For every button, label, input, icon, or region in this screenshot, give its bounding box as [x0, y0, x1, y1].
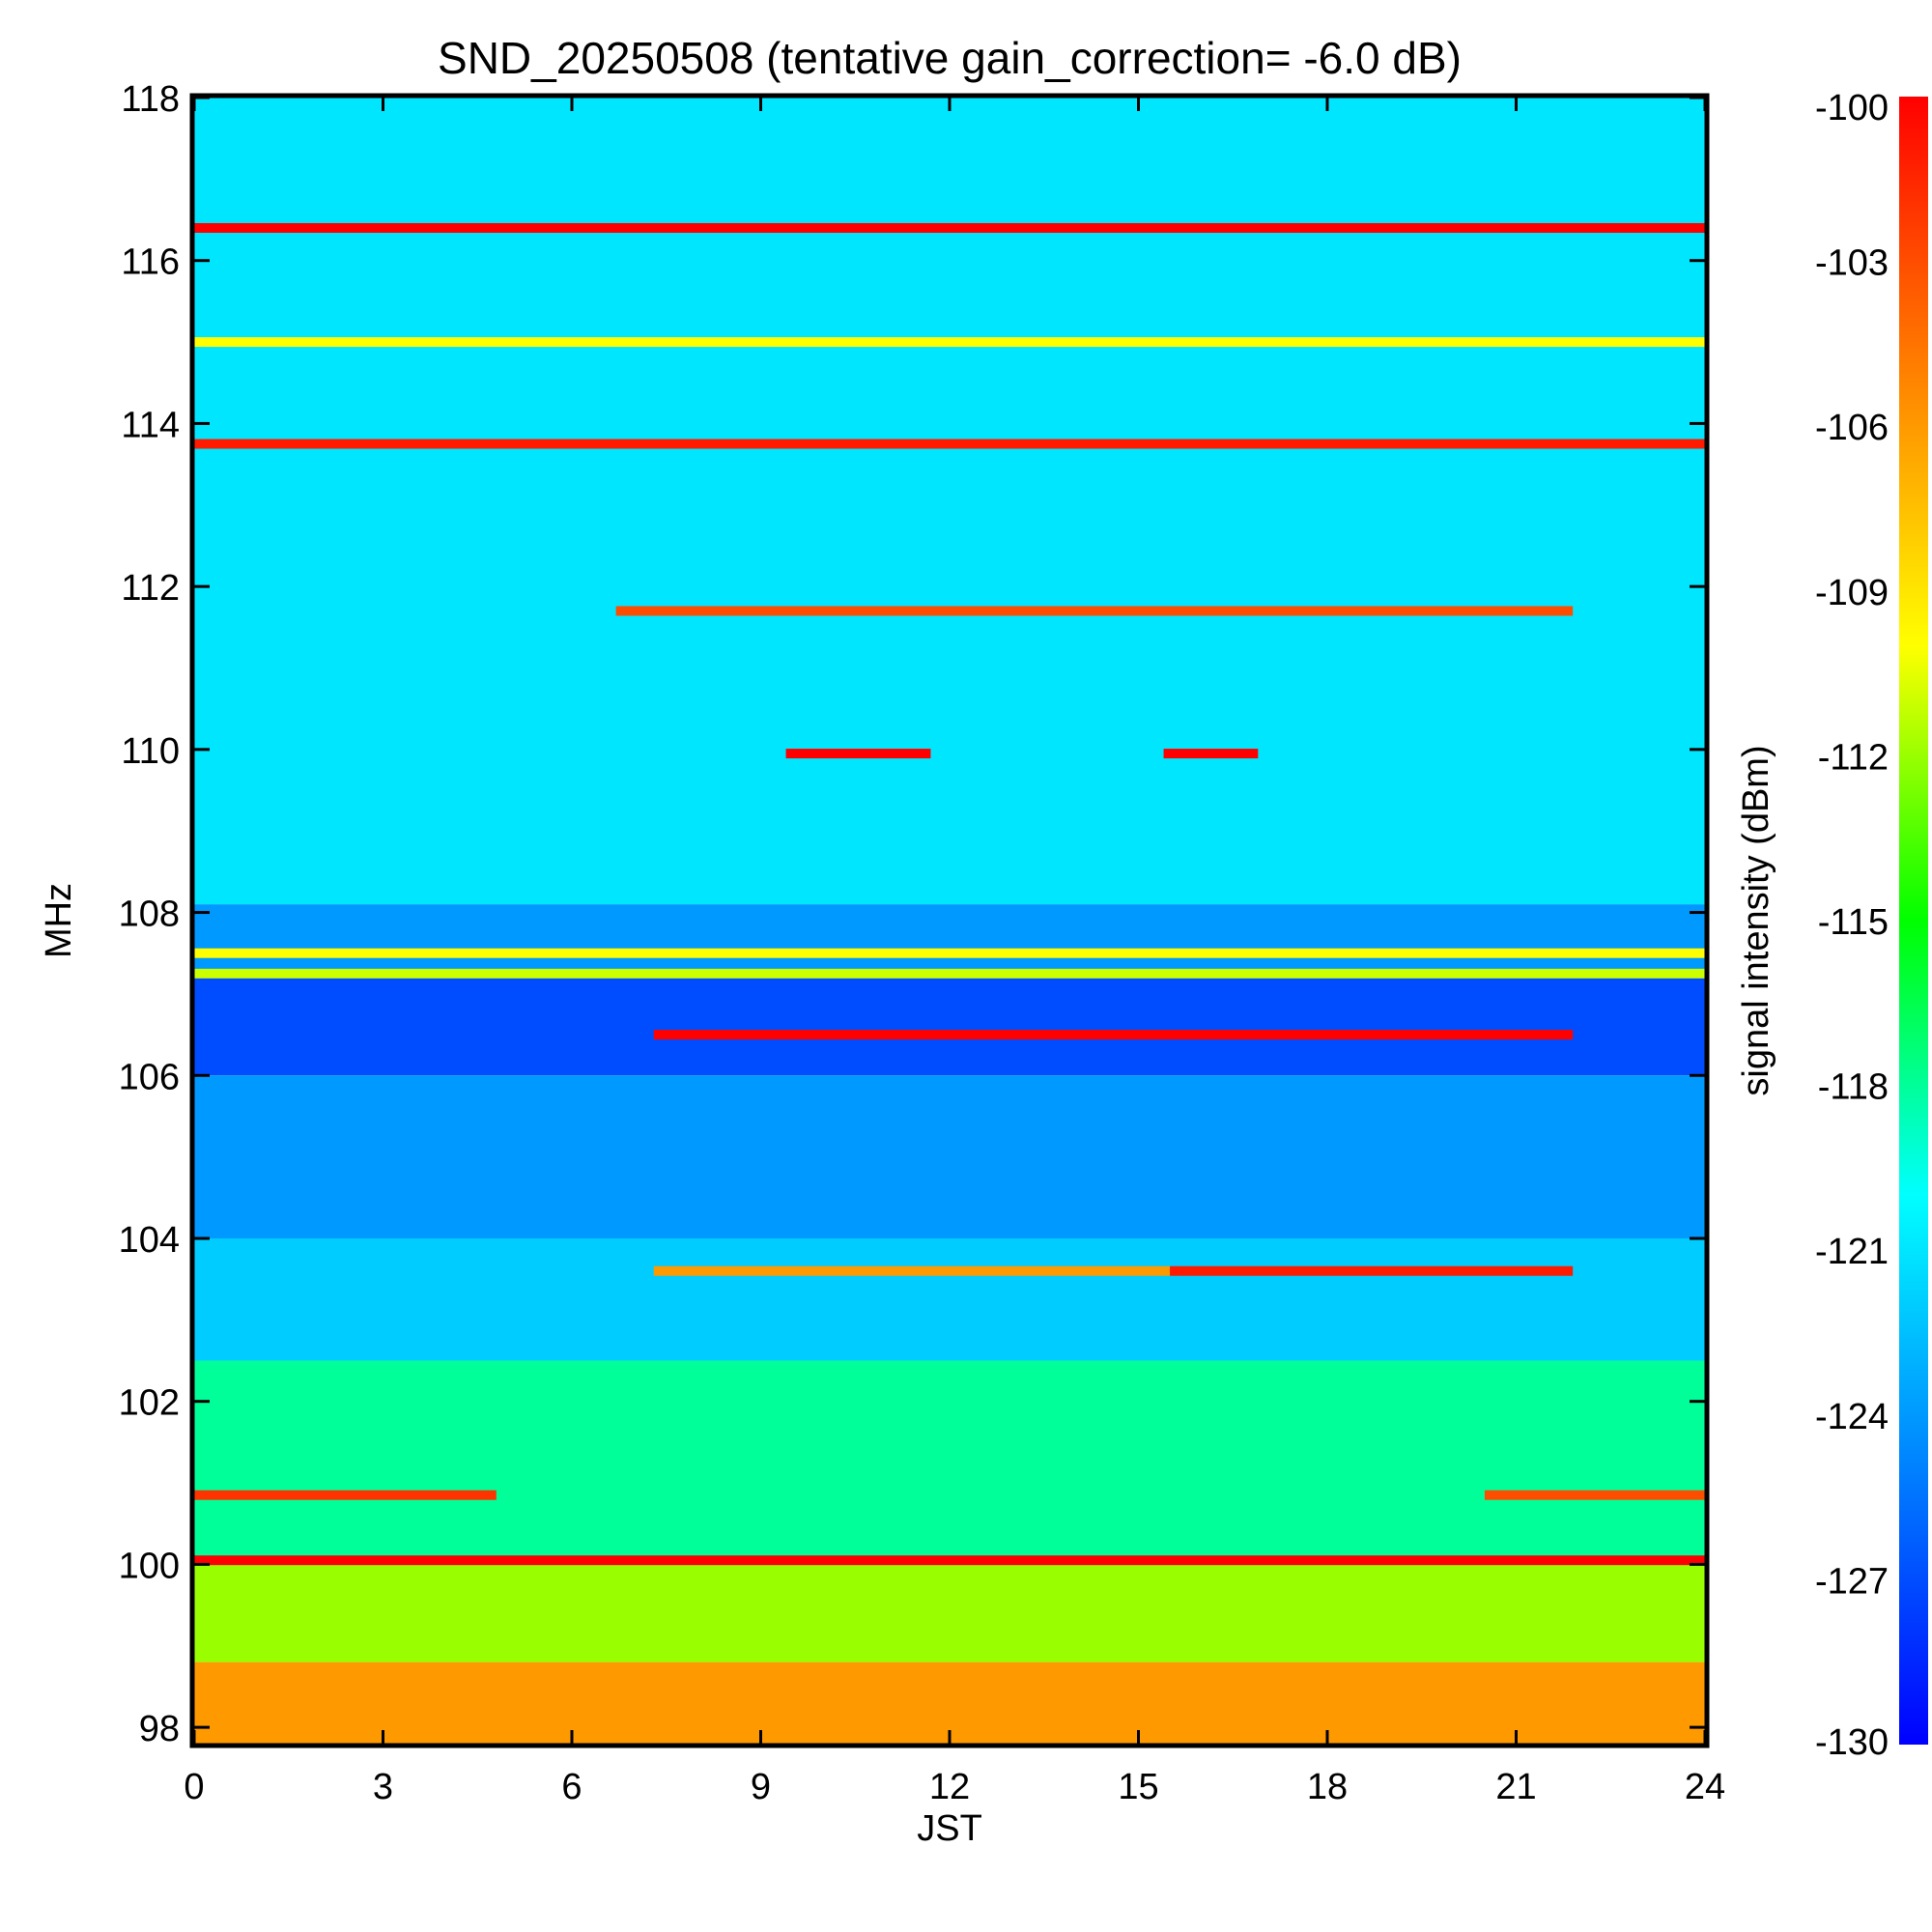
- y-tick-label: 116: [121, 242, 180, 283]
- signal-trace: [785, 749, 931, 759]
- colorbar-tick-label: -127: [1815, 1561, 1889, 1602]
- y-tick-label: 104: [119, 1220, 180, 1261]
- signal-trace: [194, 1490, 497, 1500]
- signal-trace: [194, 948, 1705, 958]
- signal-trace: [1163, 749, 1259, 759]
- x-tick-label: 21: [1495, 1767, 1536, 1807]
- x-axis-label: JST: [917, 1808, 982, 1849]
- colorbar-tick-label: -118: [1818, 1067, 1889, 1108]
- y-tick-label: 102: [119, 1383, 180, 1424]
- background-band: [194, 1075, 1705, 1238]
- x-tick-label: 9: [751, 1767, 771, 1807]
- colorbar-tick-label: -109: [1815, 573, 1889, 613]
- background-band: [194, 1564, 1705, 1662]
- signal-trace: [653, 1265, 1171, 1276]
- x-tick-label: 3: [373, 1767, 393, 1807]
- colorbar-tick-label: -121: [1815, 1232, 1889, 1272]
- y-tick-label: 98: [139, 1709, 180, 1749]
- background-band: [194, 98, 1705, 905]
- x-tick-label: 15: [1118, 1767, 1158, 1807]
- y-tick-label: 108: [119, 895, 180, 935]
- signal-trace: [194, 222, 1705, 233]
- colorbar-ticks: -100 -103 -106 -109 -112 -115 -118 -121 -124 -127…: [1815, 88, 1889, 1763]
- y-tick-label: 110: [121, 731, 180, 772]
- x-axis-ticks: 0 3 6 9 12 15 18 21 24: [184, 98, 1725, 1807]
- background-band: [194, 1360, 1705, 1565]
- background-band: [194, 904, 1705, 970]
- chart-title: SND_20250508 (tentative gain_correction=…: [438, 33, 1462, 83]
- y-axis-label: MHz: [39, 883, 79, 958]
- x-tick-label: 12: [929, 1767, 970, 1807]
- x-tick-label: 0: [184, 1767, 204, 1807]
- colorbar-tick-label: -103: [1815, 243, 1889, 284]
- plot-frame: [189, 93, 1710, 1748]
- signal-trace: [194, 337, 1705, 348]
- y-tick-label: 118: [121, 79, 180, 120]
- signal-trace: [194, 968, 1705, 979]
- colorbar-label: signal intensity (dBm): [1736, 745, 1776, 1095]
- y-tick-label: 100: [119, 1546, 180, 1586]
- background-band: [194, 1662, 1705, 1744]
- x-tick-label: 24: [1685, 1767, 1725, 1807]
- colorbar-tick-label: -112: [1818, 737, 1889, 778]
- heatmap-area: [194, 98, 1705, 1744]
- x-tick-label: 18: [1307, 1767, 1348, 1807]
- signal-trace: [615, 606, 1574, 616]
- signal-trace: [1170, 1265, 1574, 1276]
- signal-trace: [194, 439, 1705, 449]
- colorbar-tick-label: -130: [1815, 1722, 1889, 1763]
- y-tick-label: 106: [119, 1057, 180, 1097]
- colorbar-tick-label: -100: [1815, 88, 1889, 128]
- signal-trace: [194, 1555, 1705, 1566]
- y-tick-label: 114: [121, 405, 180, 445]
- y-axis-ticks: 98 100 102 104 106 108 110 112 114 116 118: [119, 79, 1705, 1749]
- y-tick-label: 112: [121, 568, 180, 609]
- signal-trace: [653, 1030, 1574, 1040]
- colorbar-tick-label: -106: [1815, 408, 1889, 448]
- colorbar: [1899, 97, 1928, 1745]
- background-band: [194, 1237, 1705, 1361]
- colorbar-tick-label: -124: [1815, 1397, 1889, 1437]
- signal-trace: [1484, 1490, 1705, 1500]
- x-tick-label: 6: [561, 1767, 582, 1807]
- background-band: [194, 969, 1705, 1076]
- colorbar-tick-label: -115: [1818, 902, 1889, 943]
